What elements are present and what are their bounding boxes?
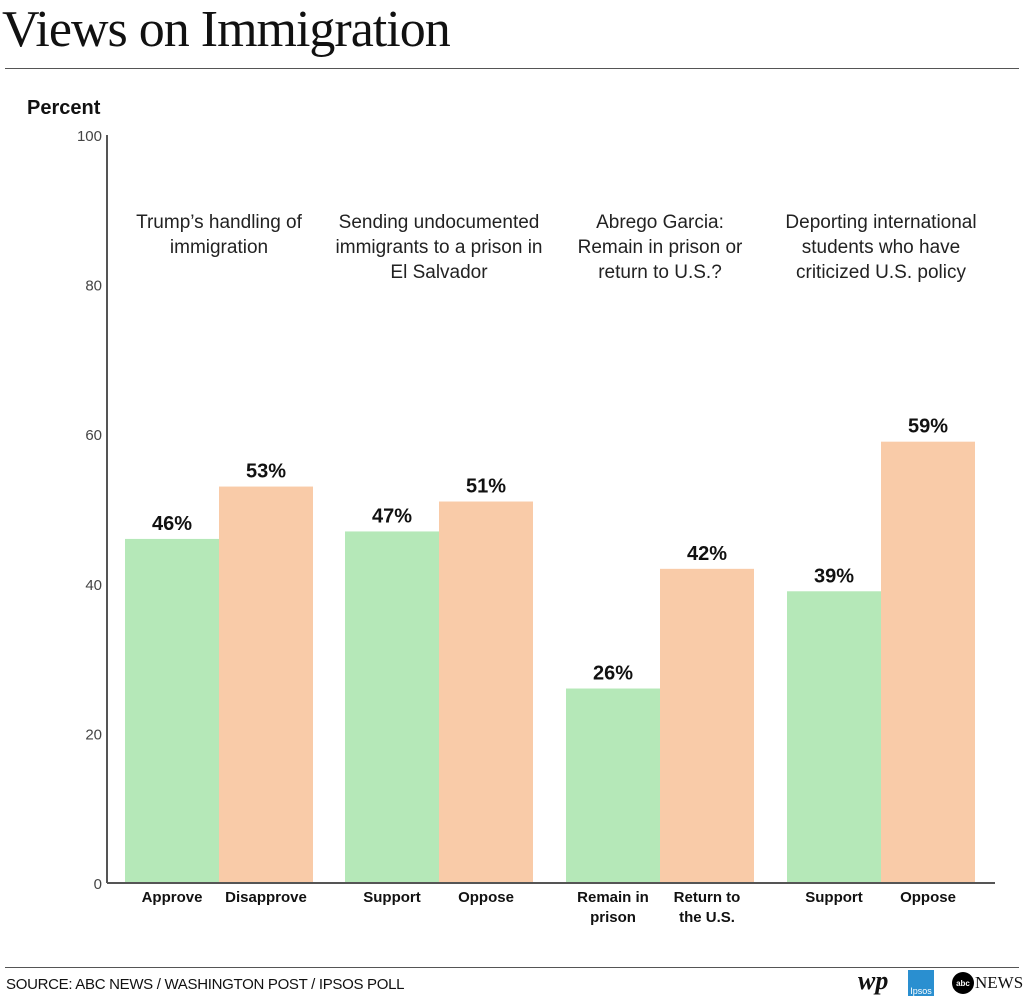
- data-label: 39%: [814, 565, 854, 587]
- source-note: SOURCE: ABC NEWS / WASHINGTON POST / IPS…: [6, 976, 405, 993]
- bar: [881, 441, 975, 883]
- y-tick-label: 0: [94, 876, 102, 893]
- ipsos-logo: Ipsos: [908, 970, 934, 996]
- bar: [345, 531, 439, 883]
- footer-divider: [5, 967, 1019, 968]
- x-category-label: the U.S.: [679, 909, 735, 926]
- bar: [566, 688, 660, 883]
- data-label: 26%: [593, 663, 633, 685]
- x-category-label: Oppose: [458, 889, 514, 906]
- group-title: Trump’s handling of: [136, 212, 303, 233]
- group-title: return to U.S.?: [598, 262, 722, 283]
- x-category-label: Support: [805, 889, 863, 906]
- data-label: 46%: [152, 513, 192, 535]
- bar: [787, 591, 881, 883]
- data-label: 47%: [372, 505, 412, 527]
- data-label: 42%: [687, 543, 727, 565]
- group-title: Abrego Garcia:: [596, 212, 724, 233]
- data-label: 53%: [246, 461, 286, 483]
- x-category-label: Approve: [142, 889, 203, 906]
- x-category-label: Remain in: [577, 889, 649, 906]
- bar: [219, 486, 313, 883]
- group-title: criticized U.S. policy: [796, 262, 966, 283]
- bar: [660, 568, 754, 883]
- x-category-label: Disapprove: [225, 889, 307, 906]
- data-label: 59%: [908, 416, 948, 438]
- group-title: students who have: [802, 237, 960, 258]
- x-category-label: Return to: [674, 889, 741, 906]
- group-title: immigration: [170, 237, 268, 258]
- bar: [125, 538, 219, 883]
- group-title: El Salvador: [390, 262, 488, 283]
- y-tick-label: 80: [85, 278, 102, 295]
- x-category-label: Oppose: [900, 889, 956, 906]
- title-divider: [5, 68, 1019, 69]
- y-tick-label: 100: [77, 128, 102, 145]
- x-category-label: prison: [590, 909, 636, 926]
- y-tick-label: 60: [85, 427, 102, 444]
- abc-news-logo: abc NEWS: [952, 972, 1023, 994]
- y-tick-label: 40: [85, 577, 102, 594]
- group-title: Deporting international: [785, 212, 976, 233]
- group-title: Sending undocumented: [339, 212, 540, 233]
- y-axis-label: Percent: [27, 97, 101, 119]
- bar-chart: Percent 0 20 40 60 80 100 Trump’s handling of im…: [27, 97, 995, 926]
- chart-title: Views on Immigration: [2, 1, 451, 58]
- group-title: immigrants to a prison in: [336, 237, 543, 258]
- group-title: Remain in prison or: [578, 237, 743, 258]
- data-label: 51%: [466, 476, 506, 498]
- y-tick-label: 20: [85, 726, 102, 743]
- x-category-label: Support: [363, 889, 421, 906]
- washington-post-logo: wp: [858, 966, 889, 995]
- bar: [439, 501, 533, 883]
